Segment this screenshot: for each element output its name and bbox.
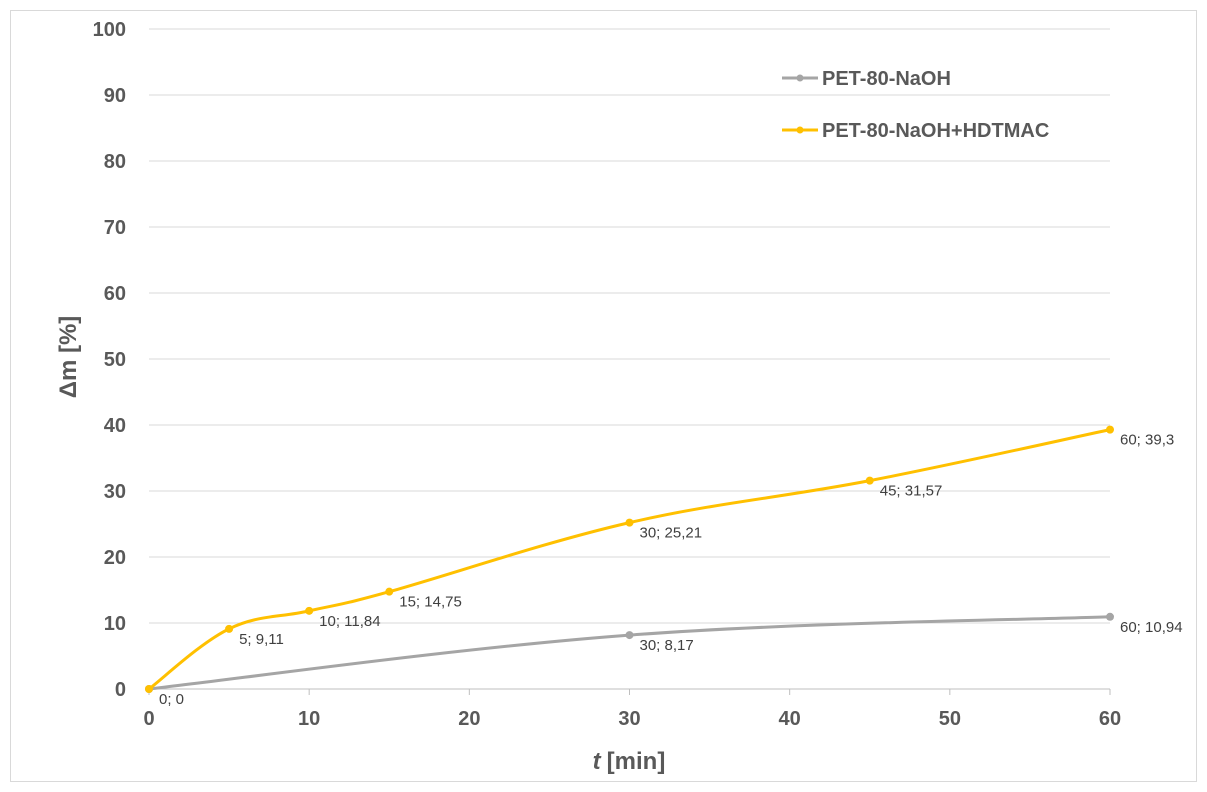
x-tick-label-0: 0 bbox=[143, 708, 154, 730]
x-tick-label-30: 30 bbox=[618, 708, 640, 730]
data-labels: 0; 0 30; 8,17 60; 10,94 5; 9,11 10; 11,84 15;… bbox=[159, 432, 1183, 708]
x-axis-title-variable: t bbox=[593, 748, 602, 775]
x-tick-label-10: 10 bbox=[298, 708, 320, 730]
data-label-pet-80-naoh-hdtmac-60: 60; 39,3 bbox=[1120, 432, 1174, 449]
data-label-pet-80-naoh-hdtmac-5: 5; 9,11 bbox=[239, 631, 284, 648]
y-tick-label-90: 90 bbox=[104, 85, 126, 107]
x-tick-label-20: 20 bbox=[458, 708, 480, 730]
y-tick-label-50: 50 bbox=[104, 349, 126, 371]
y-tick-label-40: 40 bbox=[104, 415, 126, 437]
data-label-pet-80-naoh-hdtmac-45: 45; 31,57 bbox=[880, 483, 943, 500]
x-axis-title-unit: [min] bbox=[607, 748, 666, 775]
series-line-pet-80-naoh-hdtmac bbox=[148, 428, 1111, 691]
x-tick-label-60: 60 bbox=[1099, 708, 1121, 730]
y-tick-label-60: 60 bbox=[104, 283, 126, 305]
data-point-pet-80-naoh-hdtmac-5 bbox=[225, 624, 234, 633]
x-axis-title: t [min] bbox=[593, 748, 666, 775]
legend: PET-80-NaOH PET-80-NaOH+HDTMAC bbox=[782, 68, 1049, 142]
y-tick-label-10: 10 bbox=[104, 613, 126, 635]
axes: 0 10 20 30 40 50 60 70 80 90 100 0 10 20 30 40 50 60 bbox=[93, 19, 1122, 730]
data-point-pet-80-naoh-hdtmac-45 bbox=[865, 476, 874, 485]
series-lines bbox=[145, 425, 1114, 693]
data-label-pet-80-naoh-60: 60; 10,94 bbox=[1120, 619, 1183, 636]
data-label-pet-80-naoh-hdtmac-30: 30; 25,21 bbox=[640, 525, 703, 542]
x-tick-label-40: 40 bbox=[779, 708, 801, 730]
data-label-pet-80-naoh-hdtmac-10: 10; 11,84 bbox=[319, 613, 380, 630]
chart-frame bbox=[10, 10, 1197, 782]
legend-marker-pet-80-naoh-hdtmac bbox=[796, 126, 804, 134]
y-tick-label-100: 100 bbox=[93, 19, 126, 41]
legend-item-pet-80-naoh-hdtmac: PET-80-NaOH+HDTMAC bbox=[782, 120, 1049, 142]
legend-label-pet-80-naoh: PET-80-NaOH bbox=[822, 68, 951, 90]
y-tick-label-80: 80 bbox=[104, 151, 126, 173]
y-tick-label-20: 20 bbox=[104, 547, 126, 569]
y-axis-title: Δm [%] bbox=[55, 316, 82, 399]
data-point-pet-80-naoh-60 bbox=[1106, 612, 1114, 621]
y-tick-label-30: 30 bbox=[104, 481, 126, 503]
legend-item-pet-80-naoh: PET-80-NaOH bbox=[782, 68, 951, 90]
data-point-pet-80-naoh-hdtmac-0 bbox=[145, 685, 153, 693]
legend-marker-pet-80-naoh bbox=[796, 74, 804, 82]
x-tick-label-50: 50 bbox=[939, 708, 961, 730]
legend-label-pet-80-naoh-hdtmac: PET-80-NaOH+HDTMAC bbox=[822, 120, 1049, 142]
y-tick-label-0: 0 bbox=[115, 679, 126, 701]
data-point-pet-80-naoh-hdtmac-30 bbox=[625, 518, 634, 527]
data-label-pet-80-naoh-0: 0; 0 bbox=[159, 691, 184, 708]
data-point-pet-80-naoh-30 bbox=[625, 631, 634, 640]
data-point-pet-80-naoh-hdtmac-10 bbox=[305, 606, 314, 615]
series-line-pet-80-naoh bbox=[148, 615, 1111, 691]
data-point-pet-80-naoh-hdtmac-15 bbox=[385, 587, 394, 596]
data-point-pet-80-naoh-hdtmac-60 bbox=[1106, 425, 1114, 434]
data-label-pet-80-naoh-hdtmac-15: 15; 14,75 bbox=[399, 594, 462, 611]
data-label-pet-80-naoh-30: 30; 8,17 bbox=[640, 637, 694, 654]
grid-lines bbox=[149, 28, 1110, 624]
y-tick-label-70: 70 bbox=[104, 217, 126, 239]
